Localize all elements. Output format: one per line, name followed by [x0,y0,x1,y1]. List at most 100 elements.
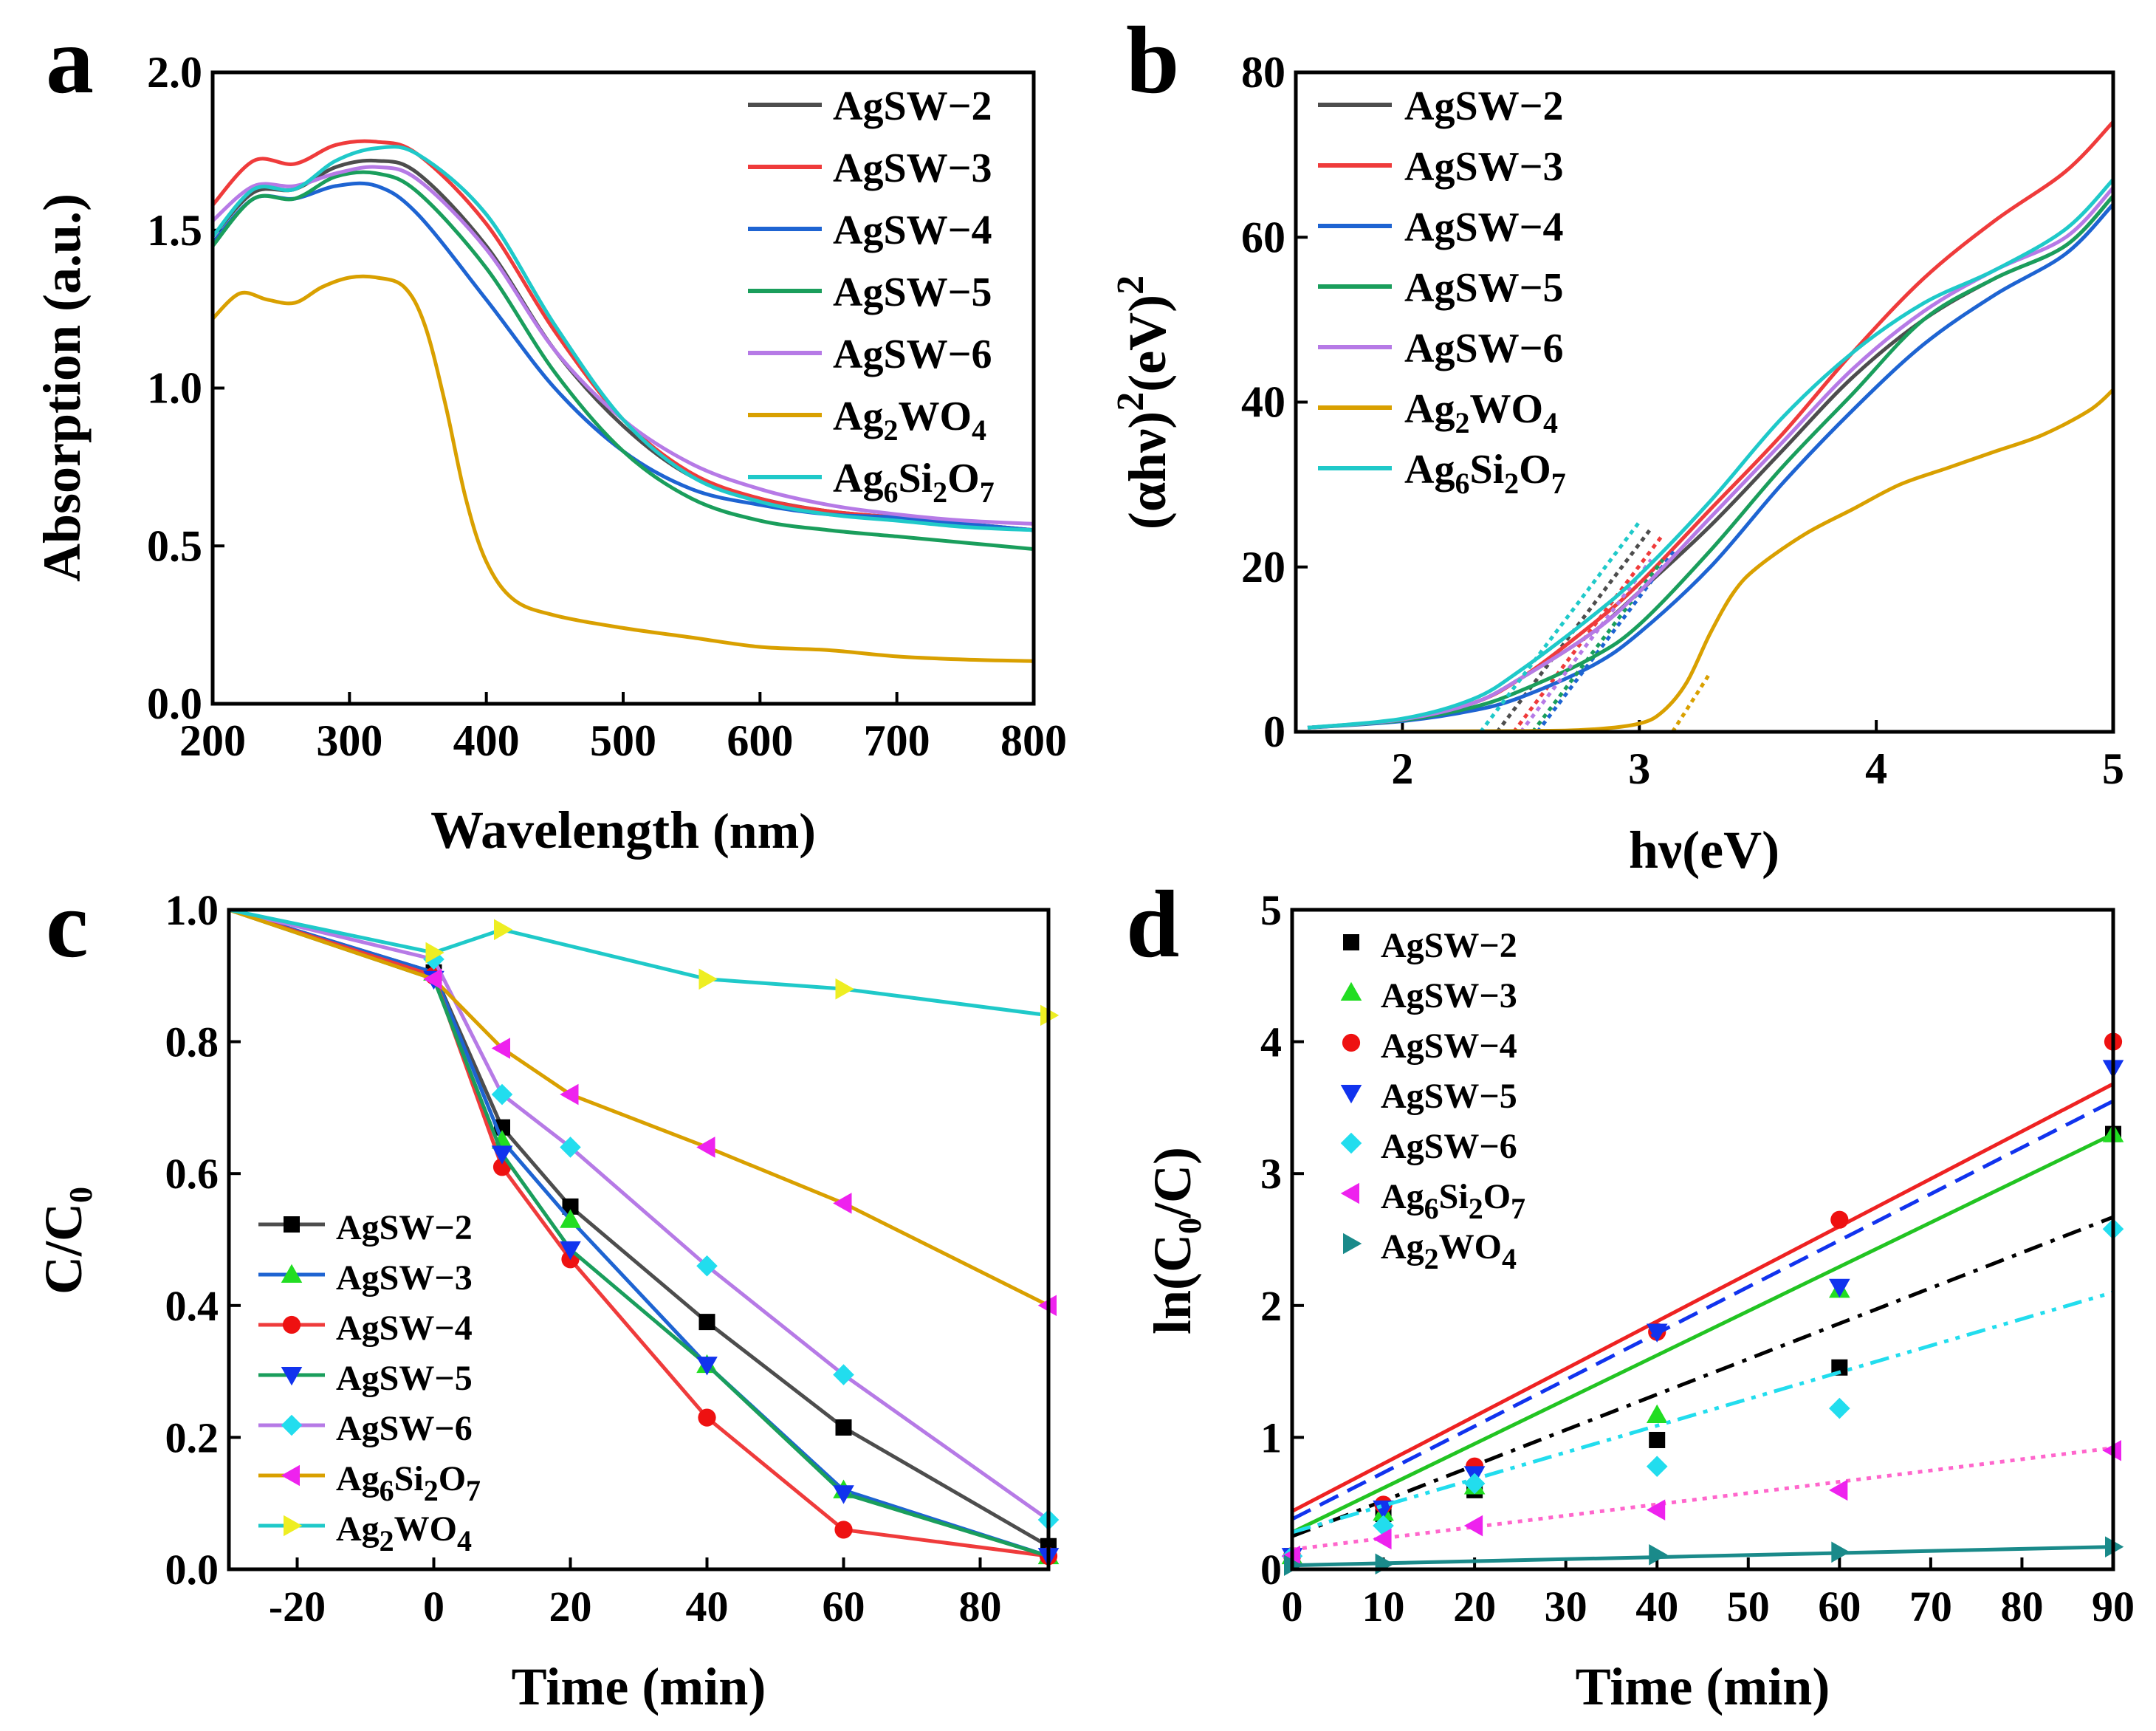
x-axis-title-c: Time (min) [512,1657,766,1716]
legend-label: AgSW−4 [1404,205,1564,250]
data-point-agsw-2 [1649,1431,1666,1448]
data-point-agsw-3 [560,1209,581,1228]
panel-b: b 2 3 4 5 0 20 40 60 80 AgSW−2 AgSW−3 AgSW−4 AgSW−5 A… [1110,7,2124,880]
x-tick-label: 40 [1635,1583,1678,1631]
fit-line-ag6si2o7 [1291,1446,2114,1552]
legend-label: Ag6Si2O7 [1381,1177,1525,1225]
data-point-ag6si2o7 [491,1038,510,1059]
legend-label: Ag2WO4 [1381,1227,1517,1275]
y-axis-title-a: Absorption (a.u.) [32,193,92,582]
y-axis-title-b: (αhν)2(eV)2 [1110,275,1177,529]
y-tick-label: 60 [1241,213,1285,261]
legend-label: Ag6Si2O7 [336,1459,481,1507]
series-line-ag6si2o7 [211,145,1034,532]
panel-letter-b: b [1126,7,1179,114]
legend-marker [1340,1085,1362,1104]
y-tick-label: 0.8 [165,1018,219,1066]
tangent-line-ag2wo4 [1671,671,1712,733]
data-point-agsw-5 [1829,1278,1850,1298]
plot-area-b: 2 3 4 5 0 20 40 60 80 AgSW−2 AgSW−3 AgSW−4 AgSW−5 AgS… [1241,48,2124,793]
x-tick-label: 80 [2000,1583,2043,1631]
legend-label: AgSW−6 [336,1409,473,1448]
data-point-ag6si2o7 [1646,1499,1666,1521]
legend-label: AgSW−4 [336,1309,473,1348]
x-axis-title-d: Time (min) [1576,1657,1830,1716]
legend-label: AgSW−4 [1381,1026,1517,1066]
y-axis-title-d: ln(C0/C) [1143,1147,1208,1334]
data-point-ag2wo4 [425,942,444,964]
series-line-agsw-4 [211,181,1034,532]
y-tick-label: 4 [1260,1018,1282,1066]
data-point-agsw-6 [560,1137,581,1158]
y-tick-label: 0 [1260,1546,1282,1594]
legend-marker [1342,1033,1361,1052]
data-point-ag2wo4 [1375,1553,1394,1575]
x-axis-title-b: hν(eV) [1629,820,1779,880]
y-tick-label: 40 [1241,378,1285,427]
data-point-agsw-6 [1646,1456,1668,1477]
fit-line-agsw-6 [1291,1290,2114,1535]
fit-line-ag2wo4 [1291,1545,2114,1568]
x-axis-title-a: Wavelength (nm) [430,801,816,860]
panel-d: d 0 10 20 30 40 50 60 70 80 90 0 1 2 3 4 5 AgSW−2 AgSW−3 A… [1126,871,2135,1716]
series-line-ag2wo4 [228,908,1049,1018]
tangent-line-agsw-3 [1512,533,1665,733]
axes-frame-a [210,70,1036,706]
legend-label: AgSW−6 [1381,1127,1517,1166]
legend-label: Ag2WO4 [833,394,986,447]
y-tick-label: 1.0 [165,886,219,934]
y-tick-label: 20 [1241,543,1285,592]
data-point-agsw-5 [833,1485,854,1504]
panel-a: a 200 300 400 500 600 700 800 0.0 0.5 1.0 1.5 2.0 Ag… [32,7,1067,860]
x-tick-label: 40 [686,1583,729,1631]
data-point-ag6si2o7 [1463,1515,1483,1537]
legend-label: Ag2WO4 [336,1509,472,1557]
data-point-ag2wo4 [1831,1541,1850,1563]
legend-label: Ag6Si2O7 [833,456,995,509]
data-point-agsw-2 [698,1314,715,1331]
legend-marker [1343,934,1359,950]
legend-marker [282,1315,301,1334]
series-line-agsw-4 [1307,202,2115,730]
legend-label: AgSW−2 [1381,926,1517,965]
x-tick-label: 4 [1865,744,1887,793]
legend-label: AgSW−2 [1404,83,1564,129]
data-point-agsw-5 [560,1241,581,1261]
x-tick-label: 700 [864,716,930,765]
x-tick-label: 500 [590,716,656,765]
x-tick-label: 300 [316,716,382,765]
legend-label: AgSW−5 [833,270,992,315]
series-line-agsw-6 [211,165,1034,526]
panel-letter-d: d [1126,871,1179,978]
x-tick-label: 0 [423,1583,444,1631]
data-point-ag2wo4 [835,978,854,1000]
y-tick-label: 0.2 [165,1413,219,1461]
data-point-agsw-4 [834,1521,853,1539]
y-tick-label: 0.5 [147,521,202,570]
data-point-agsw-2 [1831,1359,1848,1376]
x-tick-label: 5 [2102,744,2124,793]
legend-marker [284,1216,300,1233]
data-point-ag6si2o7 [1373,1528,1392,1550]
y-tick-label: 0.4 [165,1282,219,1330]
y-tick-label: 1.0 [147,364,202,413]
fit-line-agsw-2 [1291,1215,2114,1538]
y-tick-label: 0.6 [165,1150,219,1198]
axes-frame-d [1290,908,2115,1571]
legend-marker [1343,1233,1362,1255]
series-line-agsw-5 [1307,194,2115,730]
data-point-agsw-5 [1646,1323,1668,1343]
x-tick-label: 800 [1000,716,1067,765]
x-tick-label: 60 [823,1583,865,1631]
data-point-agsw-2 [562,1198,579,1215]
x-tick-label: 200 [179,716,246,765]
data-point-agsw-6 [696,1255,718,1277]
axes-frame-c [227,908,1051,1571]
legend-label: AgSW−5 [336,1359,473,1398]
x-tick-label: 90 [2092,1583,2135,1631]
legend-marker [281,1367,303,1386]
series-line-agsw-5 [211,170,1034,552]
x-tick-label: 600 [727,716,793,765]
legend-label: AgSW−4 [833,208,992,253]
